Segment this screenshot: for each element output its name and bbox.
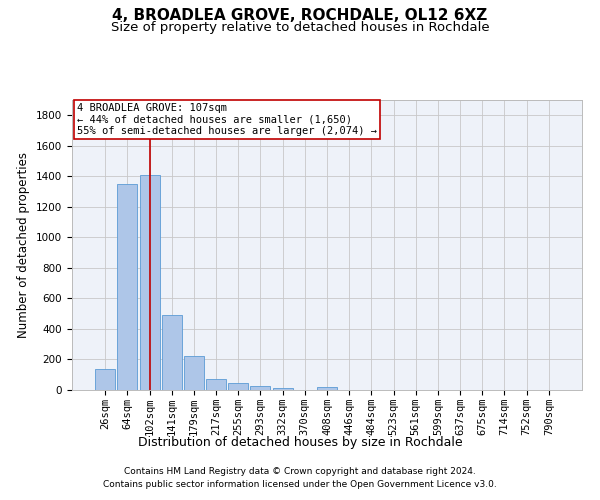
Bar xyxy=(118,184,137,390)
Bar xyxy=(206,378,226,390)
Text: 4, BROADLEA GROVE, ROCHDALE, OL12 6XZ: 4, BROADLEA GROVE, ROCHDALE, OL12 6XZ xyxy=(112,8,488,22)
Bar xyxy=(184,356,204,390)
Bar xyxy=(317,387,337,390)
Text: Size of property relative to detached houses in Rochdale: Size of property relative to detached ho… xyxy=(110,21,490,34)
Text: 4 BROADLEA GROVE: 107sqm
← 44% of detached houses are smaller (1,650)
55% of sem: 4 BROADLEA GROVE: 107sqm ← 44% of detach… xyxy=(77,103,377,136)
Text: Contains public sector information licensed under the Open Government Licence v3: Contains public sector information licen… xyxy=(103,480,497,489)
Bar xyxy=(272,388,293,390)
Bar xyxy=(228,384,248,390)
Text: Distribution of detached houses by size in Rochdale: Distribution of detached houses by size … xyxy=(137,436,463,449)
Bar xyxy=(95,370,115,390)
Text: Contains HM Land Registry data © Crown copyright and database right 2024.: Contains HM Land Registry data © Crown c… xyxy=(124,467,476,476)
Bar xyxy=(250,386,271,390)
Bar xyxy=(162,315,182,390)
Y-axis label: Number of detached properties: Number of detached properties xyxy=(17,152,31,338)
Bar xyxy=(140,175,160,390)
